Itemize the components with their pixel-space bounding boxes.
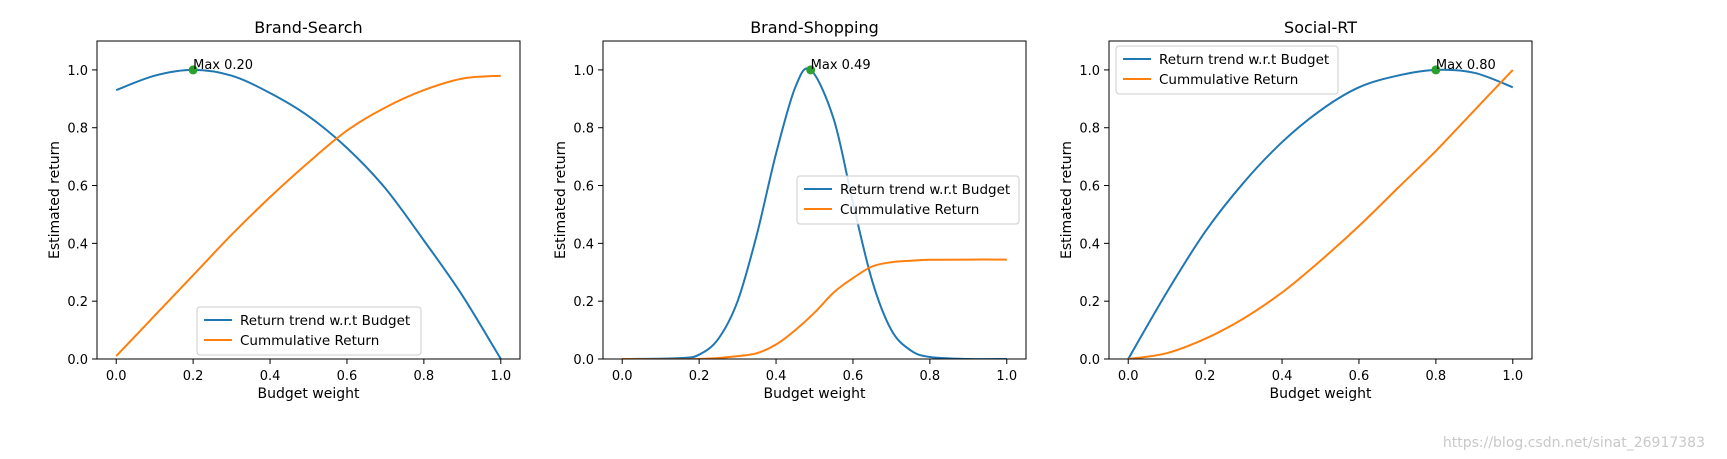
- legend-box: [1115, 45, 1339, 95]
- plot-frame: [602, 40, 1027, 360]
- x-axis-label: Budget weight: [763, 386, 866, 402]
- series-line-cumulative-return: [115, 74, 501, 357]
- legend-label-return-trend: Return trend w.r.t Budget: [1159, 52, 1329, 68]
- x-tick-label: 1.0: [996, 369, 1017, 384]
- y-axis-label: Estimated return: [47, 141, 63, 259]
- y-tick-label: 0.0: [67, 353, 88, 368]
- x-tick-label: 0.0: [612, 369, 633, 384]
- y-tick-label: 0.2: [67, 295, 88, 310]
- chart-title: Brand-Search: [254, 18, 362, 37]
- chart-panel-3: Social-RT 0.0 0.2 0.4 0.6 0.8 1.0 0.0 0.2 0.4 0.6 0…: [1059, 18, 1533, 402]
- y-axis-label: Estimated return: [553, 141, 569, 259]
- x-tick-label: 0.8: [920, 369, 941, 384]
- x-tick-label: 0.6: [843, 369, 864, 384]
- x-tick-label: 0.8: [414, 369, 435, 384]
- legend-label-return-trend: Return trend w.r.t Budget: [240, 313, 410, 329]
- x-tick-label: 0.6: [337, 369, 358, 384]
- x-tick-label: 0.2: [1195, 369, 1216, 384]
- chart-title: Social-RT: [1284, 18, 1357, 37]
- legend-label-return-trend: Return trend w.r.t Budget: [840, 182, 1010, 198]
- y-tick-label: 0.8: [573, 122, 594, 137]
- max-point-label: Max 0.80: [1436, 58, 1496, 73]
- max-point-marker: [1431, 65, 1441, 75]
- y-tick-label: 0.8: [1079, 122, 1100, 137]
- max-point-label: Max 0.49: [811, 58, 871, 73]
- y-tick-label: 0.6: [1079, 180, 1100, 195]
- x-axis-label: Budget weight: [1269, 386, 1372, 402]
- x-tick-label: 0.8: [1426, 369, 1447, 384]
- x-tick-label: 0.0: [1118, 369, 1139, 384]
- series-line-return-trend: [115, 68, 502, 359]
- x-tick-label: 0.2: [689, 369, 710, 384]
- x-tick-label: 0.6: [1349, 369, 1370, 384]
- legend-label-cumulative-return: Cummulative Return: [240, 333, 379, 349]
- y-axis-label: Estimated return: [1059, 141, 1075, 259]
- x-tick-label: 0.4: [766, 369, 787, 384]
- legend: Return trend w.r.t Budget Cummulative Ret…: [196, 306, 422, 356]
- y-tick-label: 0.4: [573, 237, 594, 252]
- plot-frame: [96, 40, 521, 360]
- x-tick-label: 1.0: [490, 369, 511, 384]
- legend-label-cumulative-return: Cummulative Return: [840, 202, 979, 218]
- y-tick-label: 0.8: [67, 122, 88, 137]
- series-line-return-trend: [1127, 68, 1514, 359]
- y-tick-label: 1.0: [1079, 64, 1100, 79]
- legend-box: [196, 306, 422, 356]
- chart-title: Brand-Shopping: [750, 18, 879, 37]
- y-tick-label: 1.0: [573, 64, 594, 79]
- plot-frame: [1108, 40, 1533, 360]
- x-axis-label: Budget weight: [257, 386, 360, 402]
- y-tick-label: 0.2: [1079, 295, 1100, 310]
- x-tick-label: 0.4: [1272, 369, 1293, 384]
- legend-label-cumulative-return: Cummulative Return: [1159, 72, 1298, 88]
- max-point-marker: [188, 65, 198, 75]
- max-point-marker: [806, 65, 816, 75]
- y-tick-label: 0.4: [67, 237, 88, 252]
- x-tick-label: 0.0: [106, 369, 127, 384]
- x-tick-label: 0.2: [183, 369, 204, 384]
- y-tick-label: 0.0: [573, 353, 594, 368]
- watermark: https://blog.csdn.net/sinat_26917383: [1442, 435, 1705, 451]
- x-tick-label: 0.4: [260, 369, 281, 384]
- legend-box: [796, 175, 1020, 225]
- max-point-label: Max 0.20: [193, 58, 253, 73]
- y-tick-label: 1.0: [67, 64, 88, 79]
- y-tick-label: 0.6: [573, 180, 594, 195]
- chart-panel-2: Brand-Shopping 0.0 0.2 0.4 0.6 0.8 1.0 0.0 0.2 0.…: [553, 18, 1027, 402]
- chart-panel-1: Brand-Search 0.0 0.2 0.4 0.6 0.8 1.0 0.0 0.2 0.4 0…: [47, 18, 521, 402]
- y-tick-label: 0.0: [1079, 353, 1100, 368]
- legend: Return trend w.r.t Budget Cummulative Ret…: [796, 175, 1020, 225]
- y-tick-label: 0.4: [1079, 237, 1100, 252]
- y-tick-label: 0.6: [67, 180, 88, 195]
- series-line-cumulative-return: [622, 258, 1007, 359]
- x-tick-label: 1.0: [1502, 369, 1523, 384]
- legend: Return trend w.r.t Budget Cummulative Ret…: [1115, 45, 1339, 95]
- y-tick-label: 0.2: [573, 295, 594, 310]
- series-line-cumulative-return: [1128, 69, 1514, 359]
